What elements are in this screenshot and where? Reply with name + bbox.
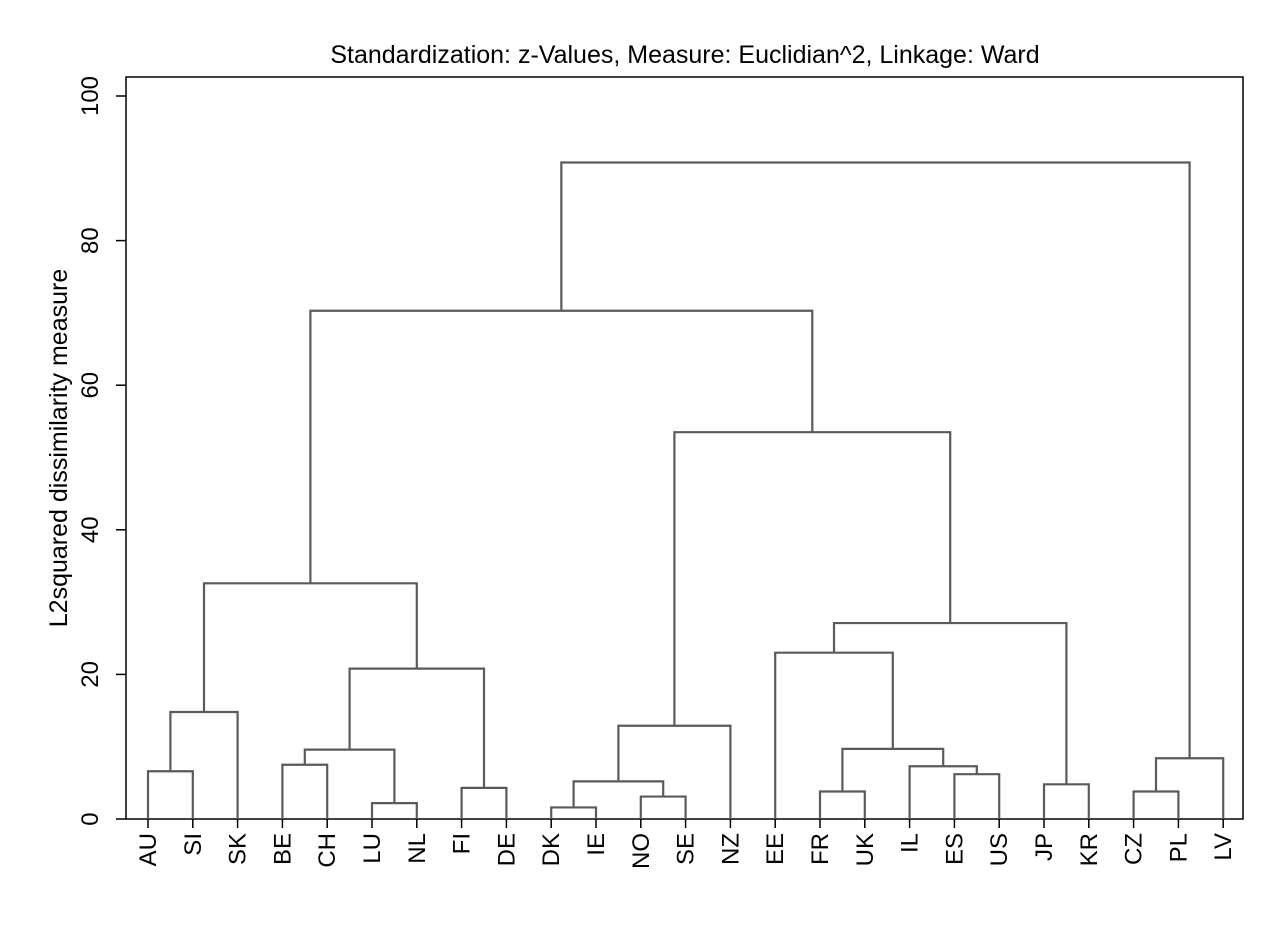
leaf-label-nz: NZ <box>717 833 744 865</box>
y-axis-title: L2squared dissimilarity measure <box>45 269 73 627</box>
leaf-label-jp: JP <box>1031 833 1058 861</box>
leaf-label-se: SE <box>673 833 700 865</box>
leaf-label-de: DE <box>493 833 520 866</box>
leaf-label-us: US <box>986 833 1013 866</box>
leaf-label-sk: SK <box>225 833 252 865</box>
leaf-label-nl: NL <box>404 833 431 864</box>
leaf-label-es: ES <box>941 833 968 865</box>
leaf-label-lv: LV <box>1210 833 1237 861</box>
leaf-label-au: AU <box>135 833 162 866</box>
leaf-label-il: IL <box>897 833 924 853</box>
y-axis: 0 20 40 60 80 100 <box>77 76 126 826</box>
leaf-label-be: BE <box>269 833 296 865</box>
leaf-label-ee: EE <box>762 833 789 865</box>
y-tick-label-5: 100 <box>77 76 104 116</box>
leaf-label-fi: FI <box>449 833 476 854</box>
leaf-label-dk: DK <box>538 833 565 866</box>
x-axis-leaf-labels: AU SI SK BE CH LU NL FI DE DK IE NO SE NZ EE FR UK IL ES US… <box>135 819 1237 869</box>
y-tick-label-2: 40 <box>77 516 104 543</box>
leaf-label-no: NO <box>628 833 655 869</box>
leaf-label-uk: UK <box>852 833 879 866</box>
y-tick-label-4: 80 <box>77 227 104 254</box>
chart-title: Standardization: z-Values, Measure: Eucl… <box>330 41 1039 69</box>
link-m24 <box>560 161 1191 759</box>
leaf-label-pl: PL <box>1165 833 1192 862</box>
dendrogram-links <box>146 161 1225 819</box>
y-tick-label-0: 0 <box>77 812 104 825</box>
leaf-label-si: SI <box>180 833 207 856</box>
leaf-label-ch: CH <box>314 833 341 868</box>
leaf-label-fr: FR <box>807 833 834 865</box>
leaf-label-lu: LU <box>359 833 386 864</box>
y-tick-label-1: 20 <box>77 661 104 688</box>
y-tick-label-3: 60 <box>77 372 104 399</box>
leaf-label-kr: KR <box>1076 833 1103 866</box>
leaf-label-ie: IE <box>583 833 610 856</box>
leaf-label-cz: CZ <box>1121 833 1148 865</box>
